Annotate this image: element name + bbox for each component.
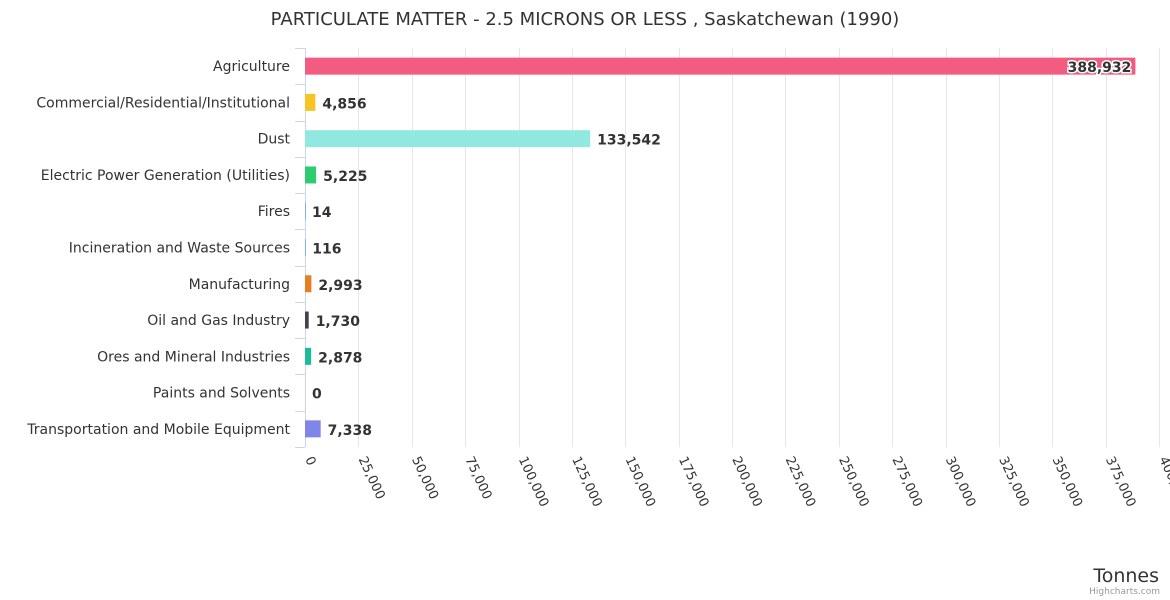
category-label: Dust <box>258 132 291 148</box>
bar[interactable] <box>305 202 306 220</box>
category-label: Transportation and Mobile Equipment <box>26 422 290 438</box>
category-label: Oil and Gas Industry <box>147 313 290 329</box>
x-tick-label: 150,000 <box>622 454 658 509</box>
x-tick-label: 375,000 <box>1102 454 1138 509</box>
x-tick-label: 25,000 <box>355 454 388 502</box>
data-label: 0 <box>312 387 322 403</box>
data-label: 7,338 <box>328 423 372 439</box>
data-label: 14 <box>312 205 332 221</box>
category-label: Incineration and Waste Sources <box>69 241 290 257</box>
data-label: 388,932 <box>1068 60 1132 76</box>
category-label: Paints and Solvents <box>153 386 290 402</box>
data-label: 2,993 <box>318 278 362 294</box>
data-label: 116 <box>312 242 341 258</box>
category-label: Commercial/Residential/Institutional <box>36 95 290 111</box>
x-tick-label: 0 <box>301 454 318 468</box>
x-tick-label: 275,000 <box>888 454 924 509</box>
category-labels: Agriculture Commercial/Residential/Instit… <box>26 59 290 438</box>
bar[interactable] <box>305 239 306 256</box>
credit-link[interactable]: Highcharts.com <box>1089 587 1160 597</box>
bar[interactable] <box>305 420 321 438</box>
data-label: 5,225 <box>323 169 367 185</box>
x-tick-label: 50,000 <box>408 454 441 502</box>
category-label: Ores and Mineral Industries <box>97 349 290 365</box>
bars <box>305 57 1136 438</box>
bar[interactable] <box>305 130 591 148</box>
x-tick-label: 325,000 <box>995 454 1031 509</box>
x-axis-tick-labels: 0 25,000 50,000 75,000 100,000 125,000 150,000… <box>301 454 1170 509</box>
x-tick-label: 300,000 <box>942 454 978 509</box>
gridlines <box>295 48 1160 448</box>
bar[interactable] <box>305 93 316 111</box>
category-label: Electric Power Generation (Utilities) <box>41 168 290 184</box>
x-tick-label: 250,000 <box>835 454 871 509</box>
category-label: Fires <box>258 204 290 220</box>
x-tick-label: 125,000 <box>568 454 604 509</box>
bar[interactable] <box>305 311 309 329</box>
x-tick-label: 200,000 <box>728 454 764 509</box>
category-label: Agriculture <box>213 59 290 75</box>
bar[interactable] <box>305 275 312 293</box>
chart-title: PARTICULATE MATTER - 2.5 MICRONS OR LESS… <box>271 9 900 30</box>
x-tick-label: 225,000 <box>782 454 818 509</box>
data-labels: 388,932 4,856 133,542 5,225 14 116 2,993 1,730 2… <box>312 59 1133 439</box>
x-tick-label: 100,000 <box>515 454 551 509</box>
data-label: 2,878 <box>318 350 362 366</box>
data-label: 4,856 <box>322 96 366 112</box>
bar[interactable] <box>305 57 1136 75</box>
bar[interactable] <box>305 347 312 365</box>
x-axis-title: Tonnes <box>1092 565 1159 587</box>
x-tick-label: 75,000 <box>461 454 494 502</box>
x-tick-label: 175,000 <box>675 454 711 509</box>
x-tick-label: 400,000 <box>1155 454 1170 509</box>
data-label: 133,542 <box>597 133 661 149</box>
category-label: Manufacturing <box>189 277 290 293</box>
x-tick-label: 350,000 <box>1049 454 1085 509</box>
data-label: 1,730 <box>316 314 361 330</box>
bar[interactable] <box>305 166 317 184</box>
